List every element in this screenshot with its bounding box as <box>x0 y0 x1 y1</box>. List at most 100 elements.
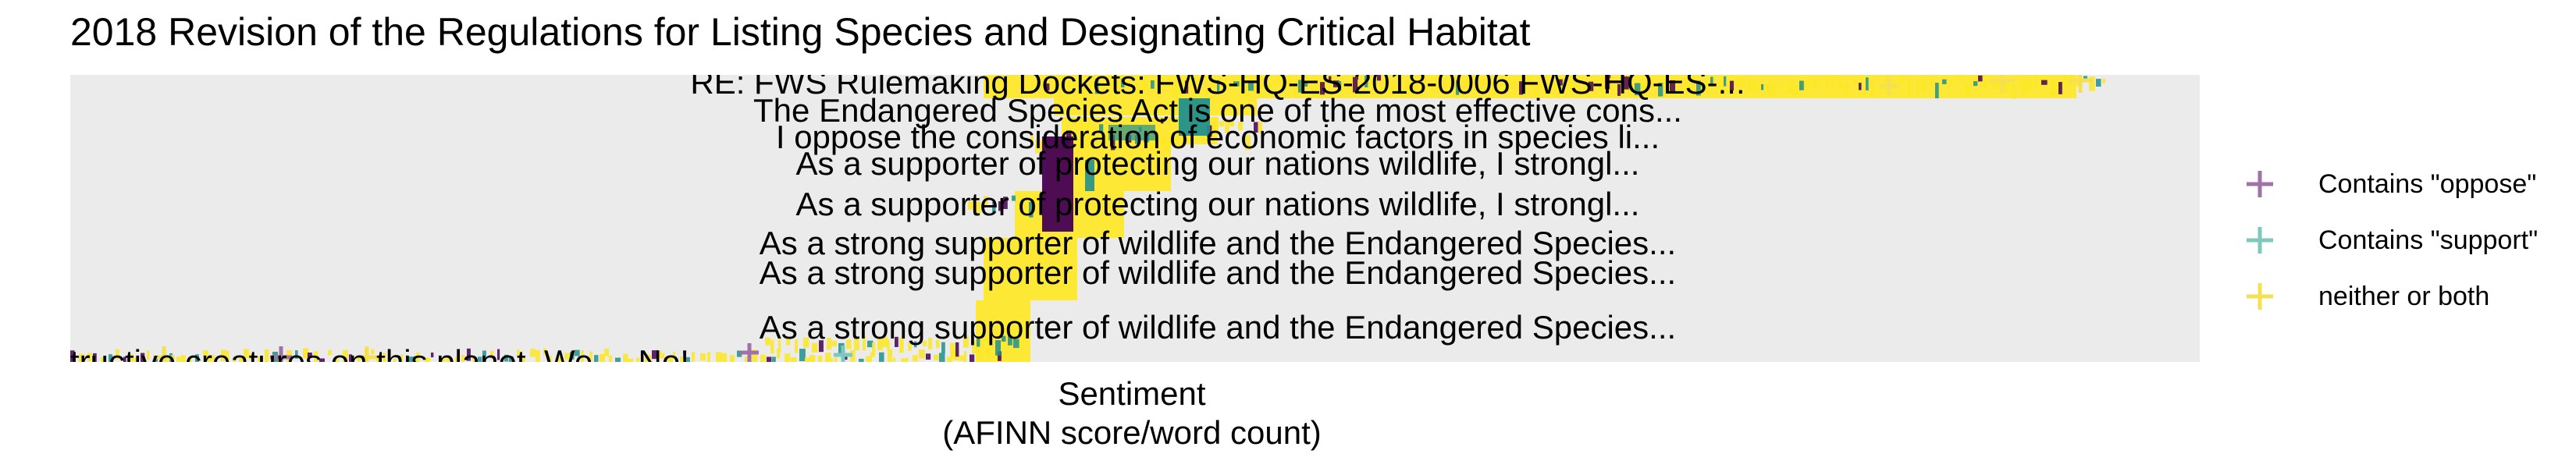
density-cell <box>1098 139 1103 145</box>
annotation-label: As a strong supporter of wildlife and th… <box>760 254 1676 291</box>
density-cell <box>1127 80 1133 87</box>
density-cell <box>692 352 695 362</box>
density-cell <box>1275 76 1280 83</box>
density-cell <box>656 350 662 359</box>
density-cell <box>123 356 126 362</box>
density-cell <box>767 356 772 362</box>
density-cell <box>1949 79 1953 85</box>
density-cell <box>1213 117 1219 133</box>
density-cell <box>328 349 332 356</box>
density-cell <box>467 348 471 361</box>
density-cell <box>1254 122 1258 133</box>
density-cell <box>791 357 797 362</box>
density-cell <box>461 355 465 362</box>
density-cell <box>959 355 966 361</box>
density-cell <box>1099 124 1104 133</box>
density-cell <box>1670 80 1676 92</box>
density-cell <box>1329 76 1332 83</box>
density-cell <box>628 358 634 362</box>
point-support <box>834 346 852 362</box>
density-cell <box>730 355 735 362</box>
density-cell <box>1143 81 1149 90</box>
density-cell <box>1364 75 1368 87</box>
density-cell <box>116 349 120 360</box>
density-cell <box>265 349 269 362</box>
point-oppose <box>270 346 292 362</box>
density-cell <box>941 342 945 353</box>
density-cell <box>1730 80 1735 91</box>
density-cell <box>447 356 450 362</box>
density-cell <box>1020 200 1026 216</box>
density-cell <box>1735 77 1738 83</box>
density-cell <box>777 349 781 359</box>
density-cell <box>893 357 896 362</box>
density-cell <box>1916 81 1920 97</box>
density-cell <box>1500 81 1505 88</box>
density-cell <box>1788 80 1793 93</box>
density-cell <box>2063 75 2067 85</box>
density-cell <box>716 352 722 362</box>
density-cell <box>1338 81 1342 91</box>
density-cell <box>1649 77 1655 86</box>
density-cell <box>1930 80 1935 87</box>
density-cell <box>1121 78 1125 87</box>
density-cell <box>1111 134 1115 151</box>
density-cell <box>934 354 939 360</box>
density-cell <box>1091 133 1098 141</box>
density-cell <box>1172 83 1178 98</box>
density-cell <box>79 353 85 362</box>
density-cell <box>1298 80 1302 93</box>
density-cell <box>594 355 599 362</box>
point-neither <box>356 346 378 362</box>
density-cell <box>976 201 981 215</box>
density-cell <box>1629 82 1633 93</box>
density-cell <box>661 353 665 359</box>
density-cell <box>1206 83 1209 98</box>
density-cell <box>1242 83 1248 98</box>
density-cell <box>472 355 475 362</box>
density-cell <box>968 201 974 210</box>
annotation-layer: RE: FWS Rulemaking Dockets: FWS-HQ-ES-20… <box>70 75 1745 362</box>
density-cell <box>986 348 991 358</box>
density-cell <box>1054 77 1059 91</box>
density-cell <box>1696 80 1701 96</box>
density-cell <box>1114 78 1119 94</box>
density-cell <box>1168 120 1171 126</box>
density-cell <box>992 353 998 358</box>
density-band-segment <box>976 300 1030 362</box>
density-cell <box>772 356 776 362</box>
density-cell <box>2034 75 2038 88</box>
density-cell <box>1034 196 1041 206</box>
density-cell <box>1812 80 1817 87</box>
density-cell <box>226 350 229 360</box>
density-cell <box>895 336 898 347</box>
density-cell <box>1091 78 1097 87</box>
density-cell <box>2012 83 2016 99</box>
density-cell <box>1217 80 1220 94</box>
density-cell <box>926 353 931 360</box>
density-cell <box>581 350 584 362</box>
density-cell <box>1469 75 1472 84</box>
density-cell <box>636 357 640 362</box>
density-cell <box>1248 81 1254 91</box>
density-cell <box>1008 335 1012 346</box>
density-cell <box>745 356 750 362</box>
density-cell <box>1105 133 1111 142</box>
density-cell <box>928 338 933 349</box>
density-cell <box>685 356 690 362</box>
density-cell <box>901 358 907 362</box>
density-cell <box>195 354 199 362</box>
point-neither <box>1880 76 1898 95</box>
density-cell <box>1792 83 1799 97</box>
density-cell <box>1838 80 1842 90</box>
density-cell <box>497 349 500 360</box>
density-cell <box>1991 81 1998 88</box>
density-cell <box>101 357 104 362</box>
density-cell <box>1212 80 1217 88</box>
density-cell <box>308 353 312 358</box>
density-cell <box>393 358 397 362</box>
annotation-label: As a strong supporter of wildlife and th… <box>760 225 1676 261</box>
density-cell <box>1831 77 1834 87</box>
density-cell <box>1311 83 1318 96</box>
density-cell <box>831 340 837 346</box>
